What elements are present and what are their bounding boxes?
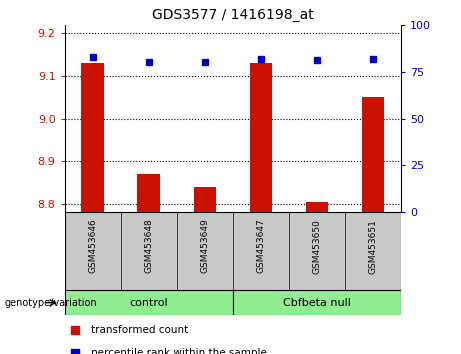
Text: GSM453647: GSM453647 xyxy=(256,219,266,273)
Text: GSM453649: GSM453649 xyxy=(200,219,209,273)
Bar xyxy=(306,202,328,212)
Text: GSM453648: GSM453648 xyxy=(144,219,153,273)
Text: GSM453646: GSM453646 xyxy=(88,219,97,273)
Text: genotype/variation: genotype/variation xyxy=(5,298,97,308)
Bar xyxy=(194,187,216,212)
Bar xyxy=(233,290,401,315)
Text: transformed count: transformed count xyxy=(91,325,189,335)
Bar xyxy=(362,97,384,212)
Bar xyxy=(82,63,104,212)
Bar xyxy=(250,63,272,212)
Title: GDS3577 / 1416198_at: GDS3577 / 1416198_at xyxy=(152,8,313,22)
Text: control: control xyxy=(130,298,168,308)
Text: percentile rank within the sample: percentile rank within the sample xyxy=(91,348,267,354)
Text: Cbfbeta null: Cbfbeta null xyxy=(283,298,351,308)
Text: GSM453650: GSM453650 xyxy=(313,219,321,274)
Bar xyxy=(137,174,160,212)
Text: GSM453651: GSM453651 xyxy=(368,219,378,274)
Bar xyxy=(65,290,233,315)
